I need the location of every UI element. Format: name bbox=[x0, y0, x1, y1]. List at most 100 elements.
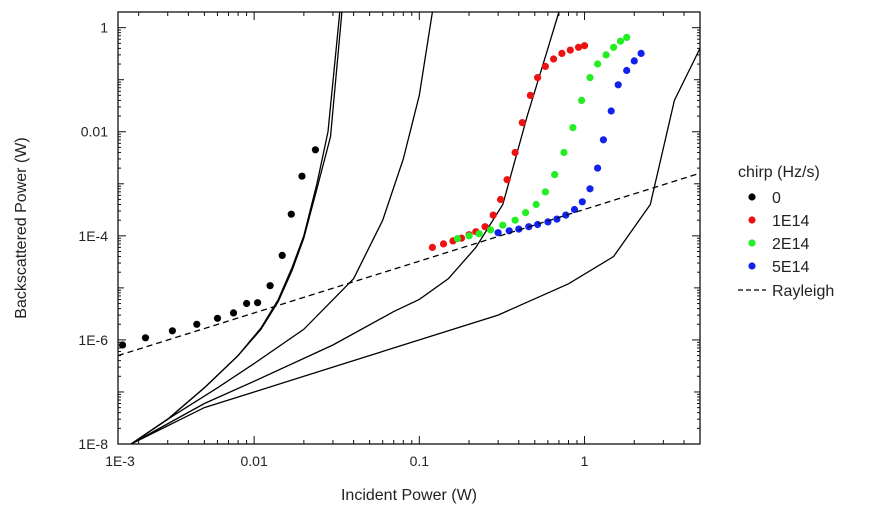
y-tick-label: 1 bbox=[100, 20, 108, 36]
y-tick-label: 0.01 bbox=[81, 124, 108, 140]
data-point bbox=[569, 124, 577, 132]
data-point bbox=[578, 198, 586, 206]
data-point bbox=[526, 91, 535, 99]
data-point bbox=[439, 240, 448, 248]
legend-marker-2e14 bbox=[748, 239, 756, 247]
legend-item-2e14: 2E14 bbox=[748, 236, 809, 253]
data-point bbox=[599, 136, 608, 144]
legend-label-1e14: 1E14 bbox=[772, 213, 809, 230]
data-point bbox=[630, 57, 638, 65]
series-3 bbox=[494, 49, 645, 237]
y-tick-label: 1E-8 bbox=[78, 436, 108, 452]
model-curves bbox=[130, 11, 701, 445]
data-point bbox=[481, 223, 489, 231]
data-point bbox=[254, 299, 262, 307]
model-curve-1 bbox=[130, 11, 343, 445]
y-tick-label: 1E-4 bbox=[78, 228, 108, 244]
rayleigh-line bbox=[117, 172, 701, 357]
x-tick-labels: 1E-3 0.01 0.1 1 bbox=[105, 453, 588, 469]
data-point bbox=[168, 327, 176, 335]
x-tick-label: 0.01 bbox=[240, 453, 267, 469]
x-tick-label: 1 bbox=[581, 453, 589, 469]
legend-item-rayleigh: Rayleigh bbox=[738, 283, 834, 300]
model-curve-2 bbox=[130, 11, 434, 445]
data-point bbox=[544, 218, 552, 226]
data-point bbox=[287, 210, 295, 218]
data-point bbox=[465, 232, 473, 240]
data-point bbox=[594, 164, 602, 172]
data-point bbox=[610, 43, 618, 51]
data-point bbox=[511, 148, 519, 157]
legend-label-0: 0 bbox=[772, 190, 781, 207]
legend-label-5e14: 5E14 bbox=[772, 259, 809, 276]
legend-marker-0 bbox=[748, 193, 756, 201]
x-tick-label: 0.1 bbox=[410, 453, 430, 469]
data-point bbox=[534, 220, 542, 229]
data-point bbox=[580, 42, 589, 50]
data-point bbox=[541, 62, 550, 70]
data-point bbox=[515, 225, 523, 233]
data-point bbox=[637, 49, 645, 58]
legend-marker-5e14 bbox=[748, 262, 756, 270]
data-point bbox=[518, 119, 526, 127]
data-point bbox=[511, 216, 519, 224]
data-point bbox=[586, 185, 594, 193]
data-point bbox=[522, 209, 530, 217]
legend-item-0: 0 bbox=[748, 190, 781, 207]
series-0 bbox=[119, 146, 319, 349]
data-point bbox=[213, 314, 222, 322]
data-point bbox=[298, 172, 306, 180]
legend-marker-1e14 bbox=[748, 216, 756, 224]
data-point bbox=[487, 226, 495, 234]
model-curve-4 bbox=[130, 48, 701, 445]
series-2 bbox=[453, 33, 631, 243]
data-point bbox=[278, 251, 286, 259]
legend-label-2e14: 2E14 bbox=[772, 236, 809, 253]
data-point bbox=[453, 235, 461, 243]
plot-frame bbox=[117, 11, 701, 445]
data-point bbox=[499, 221, 507, 229]
data-point bbox=[475, 230, 483, 238]
data-point bbox=[616, 37, 625, 45]
model-curve-3 bbox=[130, 11, 560, 445]
data-point bbox=[229, 309, 238, 317]
y-axis-title: Backscattered Power (W) bbox=[13, 137, 30, 318]
data-point bbox=[266, 282, 274, 290]
data-point bbox=[505, 227, 513, 235]
x-axis-title: Incident Power (W) bbox=[341, 487, 477, 504]
data-series bbox=[117, 33, 701, 357]
legend-title: chirp (Hz/s) bbox=[738, 164, 820, 181]
series-1 bbox=[428, 42, 589, 251]
data-point bbox=[560, 148, 568, 157]
axis-ticks bbox=[118, 11, 701, 445]
data-point bbox=[602, 51, 610, 59]
data-point bbox=[119, 341, 127, 349]
legend-label-rayleigh: Rayleigh bbox=[772, 283, 834, 300]
data-point bbox=[558, 49, 566, 58]
data-point bbox=[311, 146, 319, 154]
data-point bbox=[623, 33, 631, 42]
y-tick-label: 1E-6 bbox=[78, 332, 108, 348]
data-point bbox=[141, 334, 150, 342]
data-point bbox=[550, 55, 558, 63]
data-point bbox=[562, 211, 570, 219]
data-point bbox=[566, 46, 574, 54]
model-curve-0 bbox=[130, 11, 341, 445]
data-point bbox=[541, 188, 550, 196]
data-point bbox=[494, 229, 502, 237]
data-point bbox=[532, 200, 540, 209]
data-point bbox=[489, 211, 497, 219]
data-point bbox=[623, 66, 631, 75]
x-tick-label: 1E-3 bbox=[105, 453, 135, 469]
data-point bbox=[594, 60, 602, 68]
legend-item-5e14: 5E14 bbox=[748, 259, 809, 276]
legend: chirp (Hz/s) 0 1E14 2E14 5E14 Rayleigh bbox=[738, 164, 834, 300]
data-point bbox=[243, 299, 251, 308]
data-point bbox=[428, 243, 436, 251]
data-point bbox=[586, 74, 594, 82]
legend-item-1e14: 1E14 bbox=[748, 213, 809, 230]
data-point bbox=[534, 74, 542, 82]
data-point bbox=[614, 81, 622, 89]
data-point bbox=[193, 320, 201, 328]
